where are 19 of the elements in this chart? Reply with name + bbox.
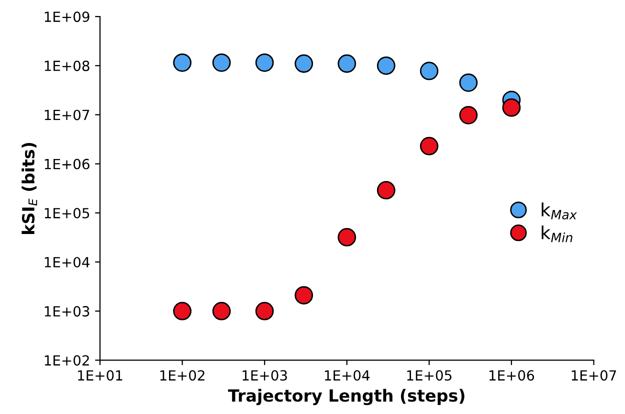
x-tick-label: 1E+02: [160, 370, 204, 381]
y-tick-label: 1E+03: [44, 306, 90, 317]
legend-label: k$_{Min}$: [542, 225, 572, 242]
x-tick-label: 1E+06: [490, 370, 534, 381]
x-tick-label: 1E+05: [407, 370, 452, 381]
y-tick-label: 1E+02: [44, 355, 89, 366]
x-tick-label: 1E+04: [324, 370, 370, 381]
legend-label: k$_{Max}$: [542, 202, 577, 220]
y-tick-label: 1E+07: [44, 110, 90, 120]
y-tick-label: 1E+04: [44, 256, 90, 268]
x-tick-label: 1E+07: [572, 370, 616, 381]
y-tick-label: 1E+05: [44, 208, 90, 218]
x-axis-title: Trajectory Length (steps): [228, 388, 464, 406]
y-tick-label: 1E+09: [44, 12, 90, 22]
y-tick-label: 1E+06: [44, 158, 90, 170]
x-tick-label: 1E+01: [78, 370, 122, 381]
y-tick-label: 1E+08: [44, 60, 90, 72]
y-axis-title: kSI$_{E}$ (bits): [22, 142, 38, 234]
x-tick-label: 1E+03: [242, 370, 287, 381]
